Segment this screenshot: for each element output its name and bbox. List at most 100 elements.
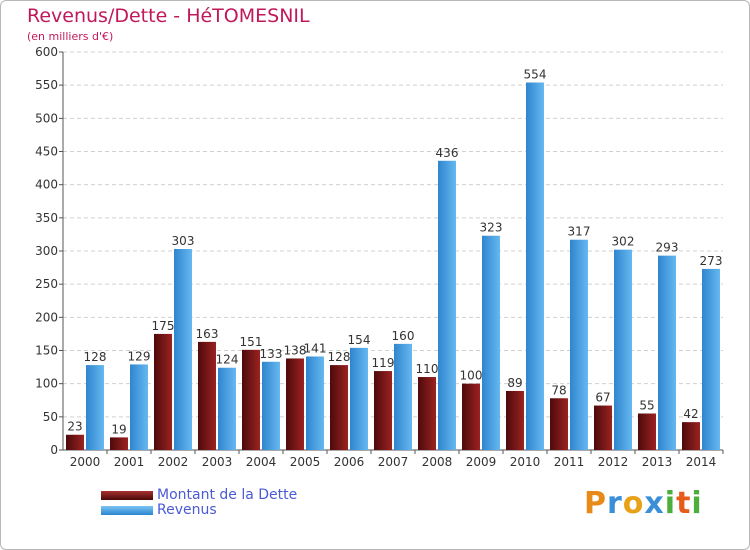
x-tick-label: 2005 (290, 455, 321, 469)
label-dette: 175 (152, 319, 175, 333)
bar-revenus (394, 343, 412, 450)
label-revenus: 554 (524, 68, 547, 82)
label-revenus: 436 (436, 146, 459, 160)
x-tick-label: 2004 (246, 455, 277, 469)
y-tick-label: 350 (35, 211, 58, 225)
label-revenus: 124 (216, 353, 239, 367)
bar-dette (682, 422, 700, 450)
chart-title: Revenus/Dette - HéTOMESNIL (27, 5, 310, 27)
legend-swatch-revenus (101, 505, 153, 515)
y-tick-label: 100 (35, 377, 58, 391)
label-dette: 19 (111, 422, 126, 436)
x-tick-label: 2012 (598, 455, 629, 469)
bar-revenus (570, 239, 588, 450)
logo-letter: t (676, 486, 692, 521)
bar-revenus (174, 249, 192, 450)
y-tick-label: 250 (35, 277, 58, 291)
logo-letter: o (622, 486, 645, 521)
x-tick-label: 2009 (466, 455, 497, 469)
label-dette: 128 (328, 350, 351, 364)
legend-item-dette: Montant de la Dette (101, 487, 298, 503)
label-dette: 67 (595, 391, 610, 405)
logo-letter: i (664, 486, 677, 521)
bar-dette (242, 349, 260, 450)
bar-dette (286, 358, 304, 450)
label-revenus: 302 (612, 235, 635, 249)
bar-revenus (218, 367, 236, 450)
bar-revenus (262, 361, 280, 450)
bar-dette (330, 365, 348, 450)
bar-dette (154, 333, 172, 450)
label-revenus: 273 (700, 254, 723, 268)
label-revenus: 128 (84, 350, 107, 364)
x-tick-label: 2007 (378, 455, 409, 469)
y-tick-label: 550 (35, 78, 58, 92)
bar-dette (506, 390, 524, 450)
label-revenus: 154 (348, 333, 371, 347)
y-tick-label: 0 (50, 443, 58, 457)
label-dette: 138 (284, 343, 307, 357)
label-revenus: 317 (568, 225, 591, 239)
x-tick-label: 2008 (422, 455, 453, 469)
label-dette: 42 (683, 407, 698, 421)
bar-dette (638, 413, 656, 450)
label-revenus: 323 (480, 221, 503, 235)
bar-revenus (86, 365, 104, 450)
label-dette: 110 (416, 362, 439, 376)
bar-dette (198, 341, 216, 450)
y-tick-label: 50 (43, 410, 58, 424)
bar-revenus (306, 356, 324, 450)
bar-dette (374, 371, 392, 450)
bar-dette (418, 377, 436, 450)
label-dette: 100 (460, 369, 483, 383)
label-dette: 23 (67, 420, 82, 434)
logo-letter: r (607, 486, 623, 521)
x-tick-label: 2003 (202, 455, 233, 469)
x-tick-label: 2013 (642, 455, 673, 469)
x-tick-label: 2011 (554, 455, 585, 469)
y-tick-label: 450 (35, 145, 58, 159)
bar-revenus (350, 347, 368, 450)
bar-revenus (702, 268, 720, 450)
x-tick-label: 2010 (510, 455, 541, 469)
legend-label-dette: Montant de la Dette (157, 487, 298, 503)
x-tick-label: 2000 (70, 455, 101, 469)
bar-dette (550, 398, 568, 450)
bar-revenus (438, 160, 456, 450)
bar-dette (110, 437, 128, 450)
label-revenus: 160 (392, 329, 415, 343)
legend-swatch-dette (101, 490, 153, 500)
x-tick-label: 2002 (158, 455, 189, 469)
y-tick-label: 500 (35, 111, 58, 125)
bar-revenus (658, 255, 676, 450)
bar-revenus (130, 364, 148, 450)
label-revenus: 293 (656, 241, 679, 255)
logo-letter: i (691, 486, 703, 521)
label-revenus: 133 (260, 347, 283, 361)
y-tick-label: 150 (35, 344, 58, 358)
label-dette: 119 (372, 356, 395, 370)
label-dette: 163 (196, 327, 219, 341)
label-dette: 55 (639, 399, 654, 413)
y-tick-label: 400 (35, 178, 58, 192)
y-tick-label: 300 (35, 244, 58, 258)
label-revenus: 129 (128, 349, 151, 363)
bar-dette (594, 405, 612, 450)
logo-letter: x (644, 486, 665, 521)
bar-revenus (526, 82, 544, 450)
label-dette: 151 (240, 335, 263, 349)
bar-dette (66, 434, 84, 450)
chart-subtitle: (en milliers d'€) (27, 30, 114, 43)
bar-revenus (482, 235, 500, 450)
logo-letter: P (584, 486, 607, 521)
legend-item-revenus: Revenus (101, 502, 217, 518)
label-dette: 89 (507, 376, 522, 390)
label-revenus: 141 (304, 341, 327, 355)
x-tick-label: 2001 (114, 455, 145, 469)
bar-revenus (614, 249, 632, 450)
legend-label-revenus: Revenus (157, 502, 217, 518)
proxiti-logo: Proxiti (584, 486, 703, 521)
x-tick-label: 2006 (334, 455, 365, 469)
